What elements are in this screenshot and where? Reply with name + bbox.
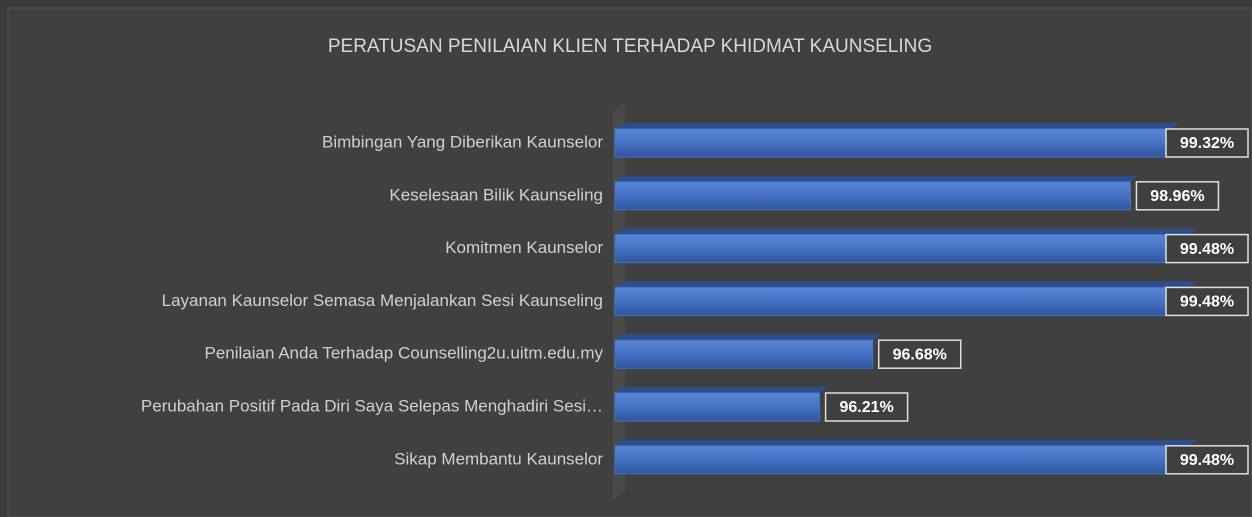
bar-top <box>615 387 828 393</box>
value-label-box <box>1165 128 1249 158</box>
bar <box>614 128 1172 158</box>
bar-top <box>615 334 881 341</box>
value-label-box <box>1165 286 1249 317</box>
bar-top <box>615 123 1180 129</box>
bar <box>614 181 1131 211</box>
bar <box>614 445 1190 475</box>
bar-top <box>615 175 1139 182</box>
value-label: 98.96% <box>1150 188 1204 205</box>
bar <box>614 392 821 422</box>
category-label: Bimbingan Yang Diberikan Kaunselor <box>322 132 603 151</box>
bar <box>614 339 874 369</box>
value-label: 99.32% <box>1180 135 1234 152</box>
category-label: Sikap Membantu Kaunselor <box>394 449 603 468</box>
bar-top <box>615 439 1198 446</box>
value-label-box <box>824 392 909 422</box>
bar-top <box>615 281 1198 288</box>
category-label: Keselesaan Bilik Kaunseling <box>389 185 603 204</box>
value-label: 99.48% <box>1180 294 1234 311</box>
bar-top <box>615 228 1198 235</box>
category-label: Komitmen Kaunselor <box>445 238 603 257</box>
chart-title: PERATUSAN PENILAIAN KLIEN TERHADAP KHIDM… <box>328 36 932 57</box>
category-label: Perubahan Positif Pada Diri Saya Selepas… <box>141 396 603 415</box>
value-label: 96.68% <box>893 346 947 363</box>
category-label: Penilaian Anda Terhadap Counselling2u.ui… <box>204 344 603 363</box>
value-label-box <box>1165 233 1249 264</box>
value-label-box <box>877 339 962 369</box>
category-label: Layanan Kaunselor Semasa Menjalankan Ses… <box>162 291 603 310</box>
value-label: 96.21% <box>839 399 893 416</box>
value-label-box <box>1135 181 1220 211</box>
bar <box>614 234 1190 264</box>
value-label: 99.48% <box>1180 452 1234 469</box>
bar <box>614 286 1190 316</box>
value-label: 99.48% <box>1180 241 1234 258</box>
value-label-box <box>1165 445 1249 475</box>
